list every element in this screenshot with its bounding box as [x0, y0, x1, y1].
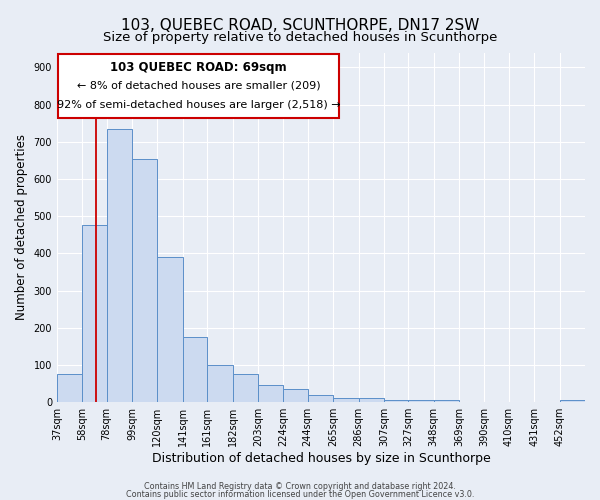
Bar [283, 389, 308, 402]
Text: ← 8% of detached houses are smaller (209): ← 8% of detached houses are smaller (209… [77, 81, 320, 91]
X-axis label: Distribution of detached houses by size in Scunthorpe: Distribution of detached houses by size … [152, 452, 490, 465]
Bar [258, 386, 283, 402]
Bar [333, 398, 359, 402]
Bar [308, 395, 333, 402]
Bar [434, 400, 459, 402]
Bar [560, 400, 585, 402]
Bar [132, 158, 157, 402]
Bar [82, 226, 107, 402]
Bar [107, 129, 132, 402]
Bar [157, 257, 183, 402]
Bar [183, 337, 207, 402]
Text: Contains public sector information licensed under the Open Government Licence v3: Contains public sector information licen… [126, 490, 474, 499]
Y-axis label: Number of detached properties: Number of detached properties [15, 134, 28, 320]
Bar [207, 365, 233, 402]
FancyBboxPatch shape [58, 54, 339, 118]
Text: 92% of semi-detached houses are larger (2,518) →: 92% of semi-detached houses are larger (… [57, 100, 340, 110]
Bar [233, 374, 258, 402]
Text: 103 QUEBEC ROAD: 69sqm: 103 QUEBEC ROAD: 69sqm [110, 60, 287, 74]
Bar [408, 400, 434, 402]
Bar [57, 374, 82, 402]
Text: Contains HM Land Registry data © Crown copyright and database right 2024.: Contains HM Land Registry data © Crown c… [144, 482, 456, 491]
Text: 103, QUEBEC ROAD, SCUNTHORPE, DN17 2SW: 103, QUEBEC ROAD, SCUNTHORPE, DN17 2SW [121, 18, 479, 32]
Text: Size of property relative to detached houses in Scunthorpe: Size of property relative to detached ho… [103, 31, 497, 44]
Bar [384, 400, 408, 402]
Bar [359, 398, 384, 402]
